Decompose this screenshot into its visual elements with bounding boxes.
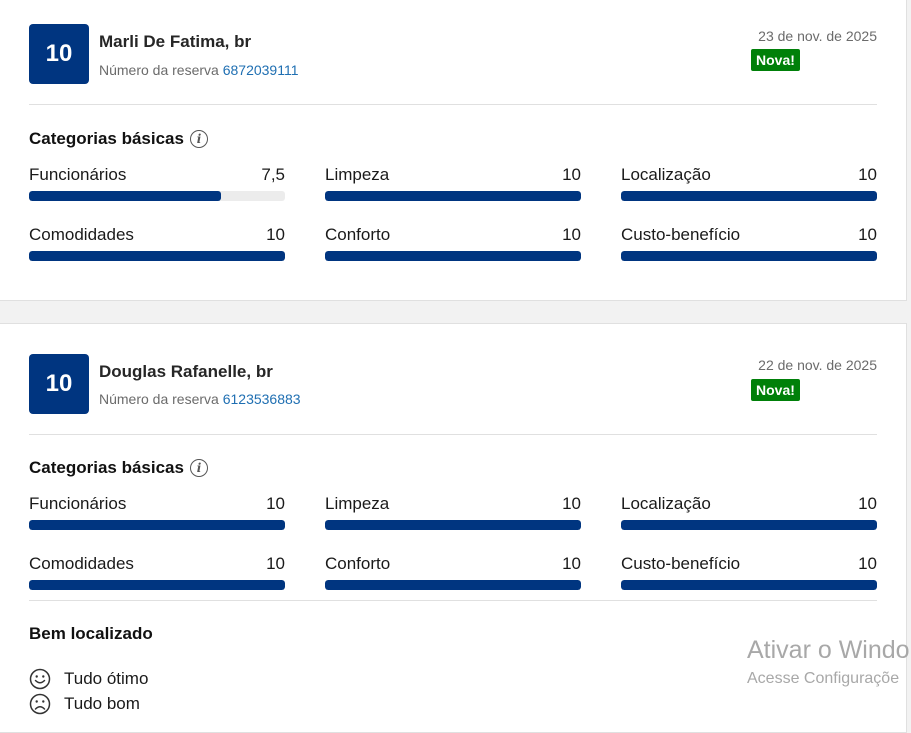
new-badge: Nova! xyxy=(751,49,800,71)
metric-bar-fill xyxy=(621,520,877,530)
metric-limpeza: Limpeza 10 xyxy=(325,494,581,530)
metric-value: 10 xyxy=(266,494,285,513)
negative-text: Tudo bom xyxy=(64,694,140,713)
metric-value: 10 xyxy=(562,165,581,184)
metric-value: 10 xyxy=(562,225,581,244)
metric-label: Comodidades xyxy=(29,225,134,244)
metric-comodidades: Comodidades 10 xyxy=(29,225,285,261)
review-card: 10 Marli De Fatima, br Número da reserva… xyxy=(0,0,907,301)
metric-bar xyxy=(325,580,581,590)
categories-title-text: Categorias básicas xyxy=(29,458,184,477)
metric-custo-beneficio: Custo-benefício 10 xyxy=(621,225,877,261)
review-score: 10 xyxy=(29,24,89,84)
metric-bar-fill xyxy=(29,520,285,530)
smiley-face-icon xyxy=(29,668,51,690)
metric-label: Comodidades xyxy=(29,554,134,573)
activation-watermark-subtitle: Acesse Configuraçõe xyxy=(747,670,900,687)
metric-bar xyxy=(325,251,581,261)
metric-bar xyxy=(325,191,581,201)
review-date: 22 de nov. de 2025 xyxy=(758,357,877,373)
metric-bar-fill xyxy=(29,580,285,590)
metric-value: 10 xyxy=(562,554,581,573)
metric-value: 10 xyxy=(858,494,877,513)
metric-value: 10 xyxy=(266,225,285,244)
metric-bar xyxy=(29,191,285,201)
metric-value: 10 xyxy=(266,554,285,573)
metric-bar xyxy=(621,580,877,590)
metric-localizacao: Localização 10 xyxy=(621,494,877,530)
metric-label: Conforto xyxy=(325,554,391,573)
metric-conforto: Conforto 10 xyxy=(325,225,581,261)
metric-conforto: Conforto 10 xyxy=(325,554,581,590)
metric-bar xyxy=(621,191,877,201)
metric-bar-fill xyxy=(325,520,581,530)
activation-watermark-title: Ativar o Windo xyxy=(747,636,910,664)
metric-bar-fill xyxy=(29,251,285,261)
metric-funcionarios: Funcionários 10 xyxy=(29,494,285,530)
metric-label: Funcionários xyxy=(29,494,127,513)
booking-number-link[interactable]: 6872039111 xyxy=(222,62,299,78)
metric-funcionarios: Funcionários 7,5 xyxy=(29,165,285,201)
metric-bar-fill xyxy=(29,191,221,201)
metric-label: Localização xyxy=(621,494,711,513)
review-negative: Tudo bom xyxy=(29,693,140,715)
metric-bar-fill xyxy=(621,251,877,261)
review-positive: Tudo ótimo xyxy=(29,668,148,690)
metric-localizacao: Localização 10 xyxy=(621,165,877,201)
booking-info: Número da reserva 6123536883 xyxy=(99,391,301,407)
divider xyxy=(29,434,877,435)
metric-bar xyxy=(29,580,285,590)
metric-label: Funcionários xyxy=(29,165,127,184)
metric-label: Conforto xyxy=(325,225,391,244)
categories-title-text: Categorias básicas xyxy=(29,129,184,148)
divider xyxy=(29,104,877,105)
metric-comodidades: Comodidades 10 xyxy=(29,554,285,590)
categories-title: Categorias básicas i xyxy=(29,458,208,478)
review-title: Bem localizado xyxy=(29,624,153,643)
metric-bar-fill xyxy=(621,580,877,590)
metric-bar xyxy=(621,251,877,261)
metric-limpeza: Limpeza 10 xyxy=(325,165,581,201)
positive-text: Tudo ótimo xyxy=(64,669,149,688)
metric-label: Localização xyxy=(621,165,711,184)
booking-label: Número da reserva xyxy=(99,62,219,78)
metric-label: Custo-benefício xyxy=(621,225,741,244)
info-icon[interactable]: i xyxy=(189,459,208,477)
metric-value: 7,5 xyxy=(261,165,285,184)
metric-bar-fill xyxy=(325,251,581,261)
metric-value: 10 xyxy=(858,165,877,184)
metric-bar-fill xyxy=(325,580,581,590)
metric-bar xyxy=(29,251,285,261)
reviewer-name: Douglas Rafanelle, br xyxy=(99,362,273,381)
info-icon[interactable]: i xyxy=(189,130,208,148)
metric-label: Custo-benefício xyxy=(621,554,741,573)
metric-label: Limpeza xyxy=(325,494,390,513)
metric-value: 10 xyxy=(562,494,581,513)
review-date: 23 de nov. de 2025 xyxy=(758,28,877,44)
metric-value: 10 xyxy=(858,225,877,244)
new-badge: Nova! xyxy=(751,379,800,401)
metric-bar-fill xyxy=(325,191,581,201)
sad-face-icon xyxy=(29,693,51,715)
reviewer-name: Marli De Fatima, br xyxy=(99,32,252,51)
review-card: 10 Douglas Rafanelle, br Número da reser… xyxy=(0,323,907,733)
divider xyxy=(29,600,877,601)
booking-number-link[interactable]: 6123536883 xyxy=(222,391,301,407)
review-score: 10 xyxy=(29,354,89,414)
metric-bar xyxy=(325,520,581,530)
metric-bar xyxy=(29,520,285,530)
booking-info: Número da reserva 6872039111 xyxy=(99,62,299,78)
metric-label: Limpeza xyxy=(325,165,390,184)
metric-bar-fill xyxy=(621,191,877,201)
categories-title: Categorias básicas i xyxy=(29,129,208,149)
booking-label: Número da reserva xyxy=(99,391,219,407)
metric-custo-beneficio: Custo-benefício 10 xyxy=(621,554,877,590)
metric-bar xyxy=(621,520,877,530)
metric-value: 10 xyxy=(858,554,877,573)
